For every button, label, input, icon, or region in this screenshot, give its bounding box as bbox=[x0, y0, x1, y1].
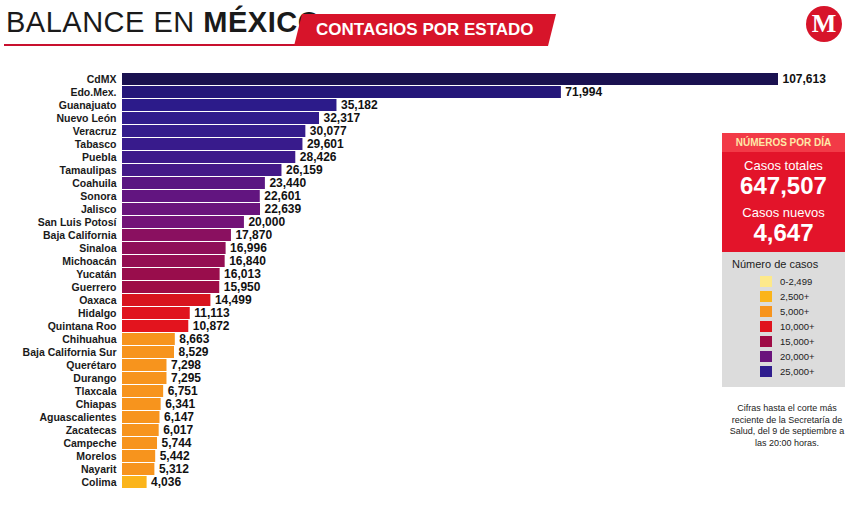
html-text:4,647: 4,647 bbox=[753, 219, 814, 246]
svg-text:Durango: Durango bbox=[73, 372, 116, 384]
svg-text:14,499: 14,499 bbox=[215, 293, 252, 307]
svg-text:Tamaulipas: Tamaulipas bbox=[60, 164, 117, 176]
html-text:NÚMEROS POR DÍA: NÚMEROS POR DÍA bbox=[735, 137, 832, 148]
svg-text:5,312: 5,312 bbox=[159, 462, 189, 476]
html-text:Casos totales: Casos totales bbox=[744, 158, 823, 173]
svg-text:Guanajuato: Guanajuato bbox=[59, 99, 117, 111]
html-text:20,000+: 20,000+ bbox=[780, 351, 815, 362]
html-text:647,507: 647,507 bbox=[740, 172, 827, 199]
svg-text:8,663: 8,663 bbox=[179, 332, 209, 346]
svg-text:6,751: 6,751 bbox=[168, 384, 198, 398]
svg-text:107,613: 107,613 bbox=[783, 72, 827, 86]
svg-text:Michoacán: Michoacán bbox=[62, 255, 116, 267]
svg-text:29,601: 29,601 bbox=[307, 137, 344, 151]
svg-text:7,298: 7,298 bbox=[171, 358, 201, 372]
svg-text:Quintana Roo: Quintana Roo bbox=[48, 320, 117, 332]
html-text:CONTAGIOS POR ESTADO: CONTAGIOS POR ESTADO bbox=[316, 20, 534, 39]
svg-text:Veracruz: Veracruz bbox=[73, 125, 117, 137]
svg-text:7,295: 7,295 bbox=[171, 371, 201, 385]
svg-text:4,036: 4,036 bbox=[151, 475, 181, 489]
svg-text:16,840: 16,840 bbox=[229, 254, 266, 268]
svg-text:Guerrero: Guerrero bbox=[72, 281, 117, 293]
html-text:BALANCE EN MÉXICO: BALANCE EN MÉXICO bbox=[6, 6, 321, 38]
svg-text:22,601: 22,601 bbox=[264, 189, 301, 203]
html-text:15,000+: 15,000+ bbox=[780, 336, 815, 347]
svg-text:Baja California Sur: Baja California Sur bbox=[23, 346, 117, 358]
svg-text:5,744: 5,744 bbox=[162, 436, 192, 450]
svg-text:17,870: 17,870 bbox=[235, 228, 272, 242]
svg-text:10,872: 10,872 bbox=[193, 319, 230, 333]
svg-text:Chiapas: Chiapas bbox=[76, 398, 117, 410]
svg-text:20,000: 20,000 bbox=[248, 215, 285, 229]
svg-text:16,996: 16,996 bbox=[230, 241, 267, 255]
svg-text:6,341: 6,341 bbox=[165, 397, 195, 411]
svg-text:6,147: 6,147 bbox=[164, 410, 194, 424]
svg-text:Hidalgo: Hidalgo bbox=[78, 307, 117, 319]
svg-text:28,426: 28,426 bbox=[300, 150, 337, 164]
svg-text:Sonora: Sonora bbox=[80, 190, 116, 202]
svg-text:15,950: 15,950 bbox=[224, 280, 261, 294]
html-text:5,000+: 5,000+ bbox=[780, 306, 810, 317]
html-text:Número de casos: Número de casos bbox=[732, 258, 819, 270]
svg-text:8,529: 8,529 bbox=[178, 345, 208, 359]
svg-text:71,994: 71,994 bbox=[565, 85, 602, 99]
html-text:0-2,499: 0-2,499 bbox=[780, 276, 813, 287]
svg-text:22,639: 22,639 bbox=[265, 202, 302, 216]
svg-text:32,317: 32,317 bbox=[324, 111, 361, 125]
html-text:Cifras hasta el corte más reci: Cifras hasta el corte más reciente de la… bbox=[729, 403, 845, 448]
html-text:10,000+: 10,000+ bbox=[780, 321, 815, 332]
svg-text:Nayarit: Nayarit bbox=[81, 463, 117, 475]
svg-text:35,182: 35,182 bbox=[341, 98, 378, 112]
svg-text:Oaxaca: Oaxaca bbox=[79, 294, 117, 306]
svg-text:Baja California: Baja California bbox=[43, 229, 117, 241]
svg-text:Chihuahua: Chihuahua bbox=[62, 333, 116, 345]
svg-text:Edo.Mex.: Edo.Mex. bbox=[70, 86, 116, 98]
svg-text:26,159: 26,159 bbox=[286, 163, 323, 177]
svg-text:Aguascalientes: Aguascalientes bbox=[39, 411, 116, 423]
svg-text:23,440: 23,440 bbox=[269, 176, 306, 190]
svg-text:16,013: 16,013 bbox=[224, 267, 261, 281]
svg-text:Colima: Colima bbox=[81, 476, 116, 488]
svg-text:Yucatán: Yucatán bbox=[76, 268, 116, 280]
svg-text:Zacatecas: Zacatecas bbox=[66, 424, 117, 436]
svg-text:Coahuila: Coahuila bbox=[72, 177, 116, 189]
html-text:Casos nuevos: Casos nuevos bbox=[742, 205, 825, 220]
svg-text:Tlaxcala: Tlaxcala bbox=[75, 385, 117, 397]
html-text:M: M bbox=[811, 9, 837, 38]
svg-text:San Luis Potosí: San Luis Potosí bbox=[38, 216, 118, 228]
svg-text:11,113: 11,113 bbox=[194, 306, 230, 320]
svg-text:30,077: 30,077 bbox=[310, 124, 347, 138]
svg-text:Jalisco: Jalisco bbox=[81, 203, 117, 215]
html-text:25,000+: 25,000+ bbox=[780, 366, 815, 377]
svg-text:Puebla: Puebla bbox=[82, 151, 117, 163]
svg-text:Querétaro: Querétaro bbox=[66, 359, 116, 371]
svg-text:Tabasco: Tabasco bbox=[75, 138, 117, 150]
svg-text:Morelos: Morelos bbox=[76, 450, 116, 462]
svg-text:Sinaloa: Sinaloa bbox=[79, 242, 117, 254]
svg-text:Campeche: Campeche bbox=[63, 437, 116, 449]
svg-text:6,017: 6,017 bbox=[163, 423, 193, 437]
svg-text:CdMX: CdMX bbox=[87, 73, 117, 85]
svg-text:5,442: 5,442 bbox=[160, 449, 190, 463]
html-text:2,500+: 2,500+ bbox=[780, 291, 810, 302]
svg-text:Nuevo León: Nuevo León bbox=[56, 112, 116, 124]
